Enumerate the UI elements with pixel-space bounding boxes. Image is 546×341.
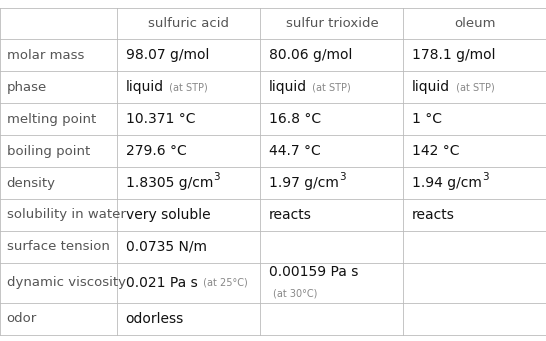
Text: sulfur trioxide: sulfur trioxide	[286, 17, 378, 30]
Text: 10.371 °C: 10.371 °C	[126, 112, 195, 126]
Text: 1.94 g/cm: 1.94 g/cm	[412, 176, 482, 190]
Text: solubility in water: solubility in water	[7, 208, 126, 222]
Text: 98.07 g/mol: 98.07 g/mol	[126, 48, 209, 62]
Text: liquid: liquid	[269, 80, 307, 94]
Text: 279.6 °C: 279.6 °C	[126, 144, 186, 158]
Text: (at STP): (at STP)	[167, 82, 208, 92]
Text: 0.021 Pa s: 0.021 Pa s	[126, 276, 197, 290]
Text: reacts: reacts	[412, 208, 455, 222]
Text: liquid: liquid	[126, 80, 164, 94]
Text: melting point: melting point	[7, 113, 96, 126]
Text: very soluble: very soluble	[126, 208, 210, 222]
Text: 3: 3	[213, 172, 220, 182]
Text: density: density	[7, 177, 56, 190]
Text: liquid: liquid	[412, 80, 450, 94]
Text: (at STP): (at STP)	[453, 82, 494, 92]
Text: molar mass: molar mass	[7, 49, 84, 62]
Text: 1.8305 g/cm: 1.8305 g/cm	[126, 176, 213, 190]
Text: reacts: reacts	[269, 208, 312, 222]
Text: 80.06 g/mol: 80.06 g/mol	[269, 48, 352, 62]
Text: dynamic viscosity: dynamic viscosity	[7, 277, 126, 290]
Text: 44.7 °C: 44.7 °C	[269, 144, 321, 158]
Text: (at 30°C): (at 30°C)	[273, 289, 317, 299]
Text: 3: 3	[339, 172, 346, 182]
Text: 3: 3	[482, 172, 489, 182]
Text: 16.8 °C: 16.8 °C	[269, 112, 321, 126]
Text: 1 °C: 1 °C	[412, 112, 442, 126]
Text: 178.1 g/mol: 178.1 g/mol	[412, 48, 495, 62]
Text: oleum: oleum	[454, 17, 496, 30]
Text: odor: odor	[7, 312, 37, 325]
Text: 142 °C: 142 °C	[412, 144, 459, 158]
Text: surface tension: surface tension	[7, 240, 109, 253]
Text: odorless: odorless	[126, 312, 184, 326]
Text: 1.97 g/cm: 1.97 g/cm	[269, 176, 339, 190]
Text: phase: phase	[7, 81, 47, 94]
Text: boiling point: boiling point	[7, 145, 90, 158]
Text: (at STP): (at STP)	[310, 82, 351, 92]
Text: 0.00159 Pa s: 0.00159 Pa s	[269, 265, 358, 279]
Text: (at 25°C): (at 25°C)	[200, 278, 248, 288]
Text: 0.0735 N/m: 0.0735 N/m	[126, 240, 206, 254]
Text: sulfuric acid: sulfuric acid	[149, 17, 229, 30]
